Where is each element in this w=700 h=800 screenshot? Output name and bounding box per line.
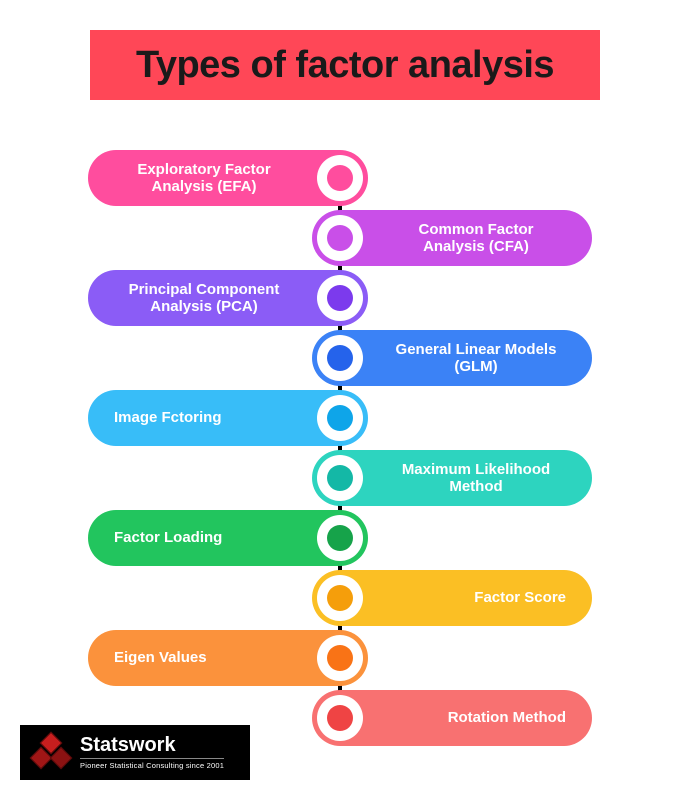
footer-brand: Statswork — [80, 735, 224, 755]
page-title: Types of factor analysis — [90, 30, 600, 100]
list-item: Factor Loading — [88, 510, 368, 566]
ring-icon — [317, 635, 363, 681]
ring-inner-icon — [327, 525, 353, 551]
ring-icon — [317, 395, 363, 441]
ring-inner-icon — [327, 165, 353, 191]
ring-icon — [317, 275, 363, 321]
list-item-label: Rotation Method — [448, 709, 566, 726]
list-item: Rotation Method — [312, 690, 592, 746]
list-item: Eigen Values — [88, 630, 368, 686]
ring-icon — [317, 335, 363, 381]
list-item-label: Exploratory Factor Analysis (EFA) — [114, 161, 294, 196]
ring-inner-icon — [327, 225, 353, 251]
list-item: Image Fctoring — [88, 390, 368, 446]
ring-icon — [317, 455, 363, 501]
list-item-label: Principal Component Analysis (PCA) — [114, 281, 294, 316]
ring-inner-icon — [327, 705, 353, 731]
ring-icon — [317, 575, 363, 621]
ring-inner-icon — [327, 645, 353, 671]
ring-inner-icon — [327, 405, 353, 431]
list-item-label: Image Fctoring — [114, 409, 222, 426]
footer-logo: Statswork Pioneer Statistical Consulting… — [20, 725, 250, 780]
ring-inner-icon — [327, 285, 353, 311]
list-item-label: Factor Loading — [114, 529, 222, 546]
list-item-label: General Linear Models (GLM) — [386, 341, 566, 376]
footer-tagline: Pioneer Statistical Consulting since 200… — [80, 758, 224, 770]
ring-icon — [317, 515, 363, 561]
ring-inner-icon — [327, 585, 353, 611]
list-item: Principal Component Analysis (PCA) — [88, 270, 368, 326]
list-item-label: Common Factor Analysis (CFA) — [386, 221, 566, 256]
ring-inner-icon — [327, 345, 353, 371]
ring-icon — [317, 695, 363, 741]
logo-cubes-icon — [30, 732, 72, 774]
list-item: General Linear Models (GLM) — [312, 330, 592, 386]
list-item: Common Factor Analysis (CFA) — [312, 210, 592, 266]
list-item: Maximum Likelihood Method — [312, 450, 592, 506]
footer-text: Statswork Pioneer Statistical Consulting… — [80, 735, 224, 770]
list-item-label: Maximum Likelihood Method — [386, 461, 566, 496]
list-item-label: Factor Score — [474, 589, 566, 606]
ring-icon — [317, 155, 363, 201]
list-item: Factor Score — [312, 570, 592, 626]
list-item-label: Eigen Values — [114, 649, 207, 666]
list-item: Exploratory Factor Analysis (EFA) — [88, 150, 368, 206]
ring-icon — [317, 215, 363, 261]
ring-inner-icon — [327, 465, 353, 491]
